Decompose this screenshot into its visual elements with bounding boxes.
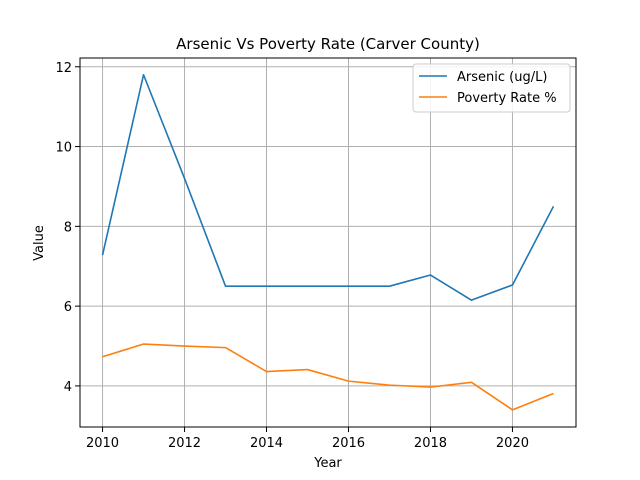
x-tick-label: 2010 — [86, 436, 119, 451]
x-tick-label: 2016 — [332, 436, 365, 451]
x-tick-label: 2020 — [496, 436, 529, 451]
y-tick-label: 12 — [55, 61, 72, 76]
x-axis-ticks: 2010 2012 2014 2016 2018 2020 — [86, 427, 529, 451]
y-axis-label: Value — [32, 225, 47, 261]
y-tick-label: 8 — [64, 220, 72, 235]
series-layer — [101, 73, 555, 411]
plot-frame — [79, 57, 577, 428]
y-tick-label: 10 — [55, 141, 72, 156]
grid-lines — [80, 58, 576, 427]
x-tick-label: 2014 — [250, 436, 283, 451]
legend: Arsenic (ug/L) Poverty Rate % — [412, 63, 571, 113]
legend-label: Arsenic (ug/L) — [457, 70, 547, 85]
legend-label: Poverty Rate % — [457, 91, 557, 106]
y-axis-ticks: 4 6 8 10 12 — [55, 61, 80, 395]
y-tick-label: 6 — [64, 300, 72, 315]
legend-box — [412, 63, 571, 113]
chart-title: Arsenic Vs Poverty Rate (Carver County) — [176, 35, 480, 53]
x-tick-label: 2012 — [168, 436, 201, 451]
series-line-0 — [101, 73, 555, 301]
x-axis-label: Year — [313, 456, 342, 471]
x-tick-label: 2018 — [414, 436, 447, 451]
series-line-1 — [102, 343, 554, 411]
y-tick-label: 4 — [64, 380, 72, 395]
